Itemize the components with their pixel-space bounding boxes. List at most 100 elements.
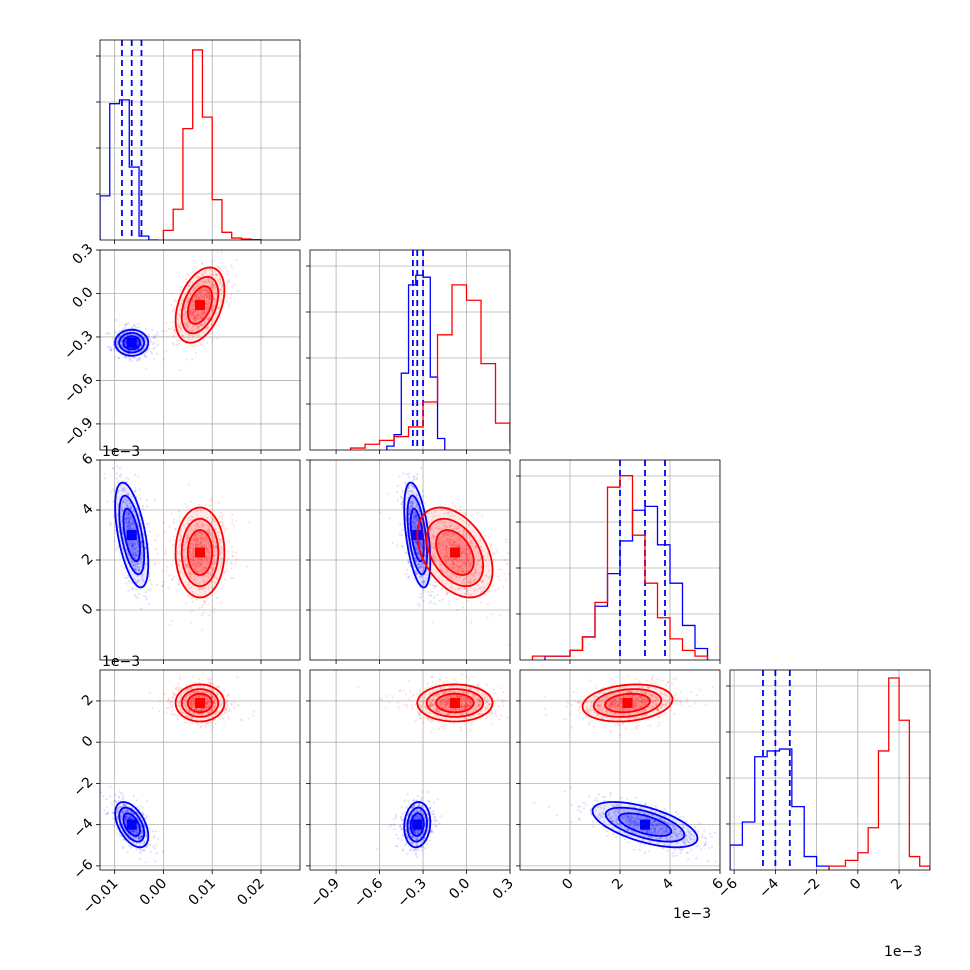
scatter-point	[121, 508, 124, 511]
scatter-point	[121, 531, 124, 535]
scatter-point	[495, 547, 498, 550]
scatter-point	[405, 541, 408, 544]
scatter-point	[142, 532, 145, 536]
scatter-point	[128, 527, 131, 531]
scatter-point	[187, 565, 190, 568]
scatter-point	[142, 573, 145, 577]
hist-step-blue	[386, 274, 446, 450]
scatter-point	[450, 559, 453, 562]
scatter-point	[421, 542, 424, 546]
scatter-point	[140, 831, 143, 835]
scatter-point	[132, 522, 135, 526]
scatter-point	[201, 288, 204, 291]
scatter-point	[125, 809, 129, 813]
scatter-point	[205, 303, 208, 306]
scatter-point	[130, 507, 133, 510]
scatter-point	[454, 588, 457, 591]
scatter-point	[218, 541, 221, 544]
scatter-point	[190, 515, 193, 519]
scatter-point	[202, 330, 205, 333]
scatter-point	[178, 533, 182, 536]
scatter-point	[139, 533, 142, 536]
hist-step-blue	[544, 505, 709, 660]
scatter-point	[132, 561, 135, 564]
scatter-point	[195, 543, 198, 546]
scatter-point	[190, 577, 193, 580]
scatter-point	[178, 563, 181, 566]
scatter-point	[439, 573, 442, 576]
scatter-point	[191, 610, 194, 613]
scatter-point	[401, 506, 404, 509]
scatter-point	[139, 841, 143, 844]
scatter-point	[133, 522, 136, 525]
scatter-point	[398, 523, 402, 526]
scatter-point	[184, 317, 187, 321]
scatter-point	[445, 582, 448, 585]
scatter-point	[399, 533, 402, 537]
scatter-point	[217, 306, 220, 310]
scatter-point	[446, 511, 450, 515]
scatter-point	[122, 500, 125, 503]
scatter-point	[208, 268, 211, 271]
scatter-point	[448, 543, 451, 546]
scatter-point	[409, 504, 412, 508]
scatter-point	[127, 512, 130, 515]
scatter-point	[128, 524, 131, 527]
scatter-point	[127, 515, 130, 518]
scatter-point	[504, 578, 508, 581]
scatter-point	[179, 539, 182, 542]
scatter-point	[196, 531, 199, 534]
scatter-point	[165, 569, 168, 572]
scatter-point	[451, 565, 455, 568]
scatter-point	[456, 560, 459, 563]
scatter-point	[190, 622, 193, 625]
scatter-point	[191, 550, 194, 553]
scatter-point	[196, 560, 199, 563]
scatter-point	[117, 356, 120, 359]
scatter-point	[141, 578, 144, 581]
scatter-point	[230, 264, 233, 267]
scatter-point	[185, 323, 188, 326]
scatter-point	[156, 851, 159, 855]
scatter-point	[194, 567, 197, 571]
scatter-point	[209, 294, 212, 297]
scatter-point	[413, 487, 416, 490]
scatter-point	[170, 512, 173, 515]
scatter-point	[420, 592, 423, 596]
scatter-point	[185, 563, 189, 566]
scatter-point	[191, 556, 194, 559]
scatter-point	[115, 477, 118, 480]
scatter-point	[192, 558, 196, 562]
scatter-point	[152, 341, 155, 344]
scatter-point	[479, 587, 482, 590]
scatter-point	[202, 536, 206, 539]
scatter-point	[411, 522, 414, 525]
scatter-point	[193, 534, 196, 537]
scatter-point	[431, 534, 434, 537]
scatter-point	[140, 350, 143, 353]
scatter-point	[422, 568, 425, 572]
scatter-point	[195, 570, 198, 573]
scatter-point	[193, 287, 196, 291]
scatter-point	[215, 315, 218, 318]
scatter-point	[197, 275, 200, 279]
scatter-point	[128, 520, 131, 523]
scatter-point	[452, 542, 455, 545]
panel-content	[310, 460, 510, 660]
scatter-point	[127, 349, 130, 352]
scatter-point	[176, 324, 180, 327]
scatter-point	[230, 561, 233, 564]
scatter-point	[194, 566, 197, 570]
scatter-point	[168, 327, 171, 330]
scatter-point	[137, 342, 140, 345]
scatter-point	[188, 273, 191, 276]
scatter-point	[120, 343, 123, 346]
scatter-point	[401, 501, 404, 504]
scatter-point	[413, 523, 416, 526]
scatter-point	[128, 817, 131, 820]
scatter-point	[451, 573, 455, 576]
scatter-point	[136, 553, 139, 556]
scatter-point	[191, 313, 195, 316]
scatter-point	[148, 579, 152, 582]
scatter-point	[200, 311, 203, 314]
